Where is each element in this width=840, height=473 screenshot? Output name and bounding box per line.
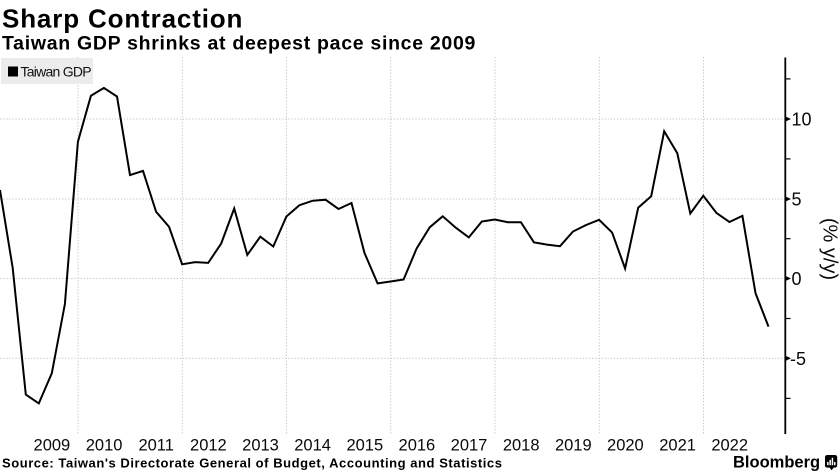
svg-text:(% y/y): (% y/y) — [819, 218, 840, 280]
svg-text:10: 10 — [792, 110, 812, 130]
svg-text:2012: 2012 — [190, 437, 227, 455]
svg-text:2020: 2020 — [607, 437, 644, 455]
svg-text:2011: 2011 — [138, 437, 173, 455]
svg-text:2016: 2016 — [399, 437, 436, 455]
svg-text:Bloomberg: Bloomberg — [733, 454, 820, 472]
svg-text:2014: 2014 — [294, 437, 331, 455]
svg-text:2019: 2019 — [555, 437, 592, 455]
svg-text:-5: -5 — [790, 349, 806, 369]
svg-text:Source: Taiwan's Directorate G: Source: Taiwan's Directorate General of … — [2, 456, 503, 471]
svg-text:2013: 2013 — [242, 437, 279, 455]
svg-text:2009: 2009 — [34, 437, 71, 455]
svg-text:2021: 2021 — [659, 437, 696, 455]
svg-text:Taiwan GDP: Taiwan GDP — [21, 64, 92, 80]
svg-text:2017: 2017 — [451, 437, 488, 455]
svg-text:2015: 2015 — [346, 437, 383, 455]
svg-text:5: 5 — [792, 190, 802, 210]
svg-text:2022: 2022 — [711, 437, 748, 455]
svg-text:Sharp Contraction: Sharp Contraction — [2, 4, 243, 34]
svg-text:2010: 2010 — [86, 437, 123, 455]
svg-text:Taiwan GDP shrinks at deepest: Taiwan GDP shrinks at deepest pace since… — [2, 33, 476, 55]
svg-text:2018: 2018 — [503, 437, 540, 455]
svg-text:0: 0 — [792, 269, 802, 289]
